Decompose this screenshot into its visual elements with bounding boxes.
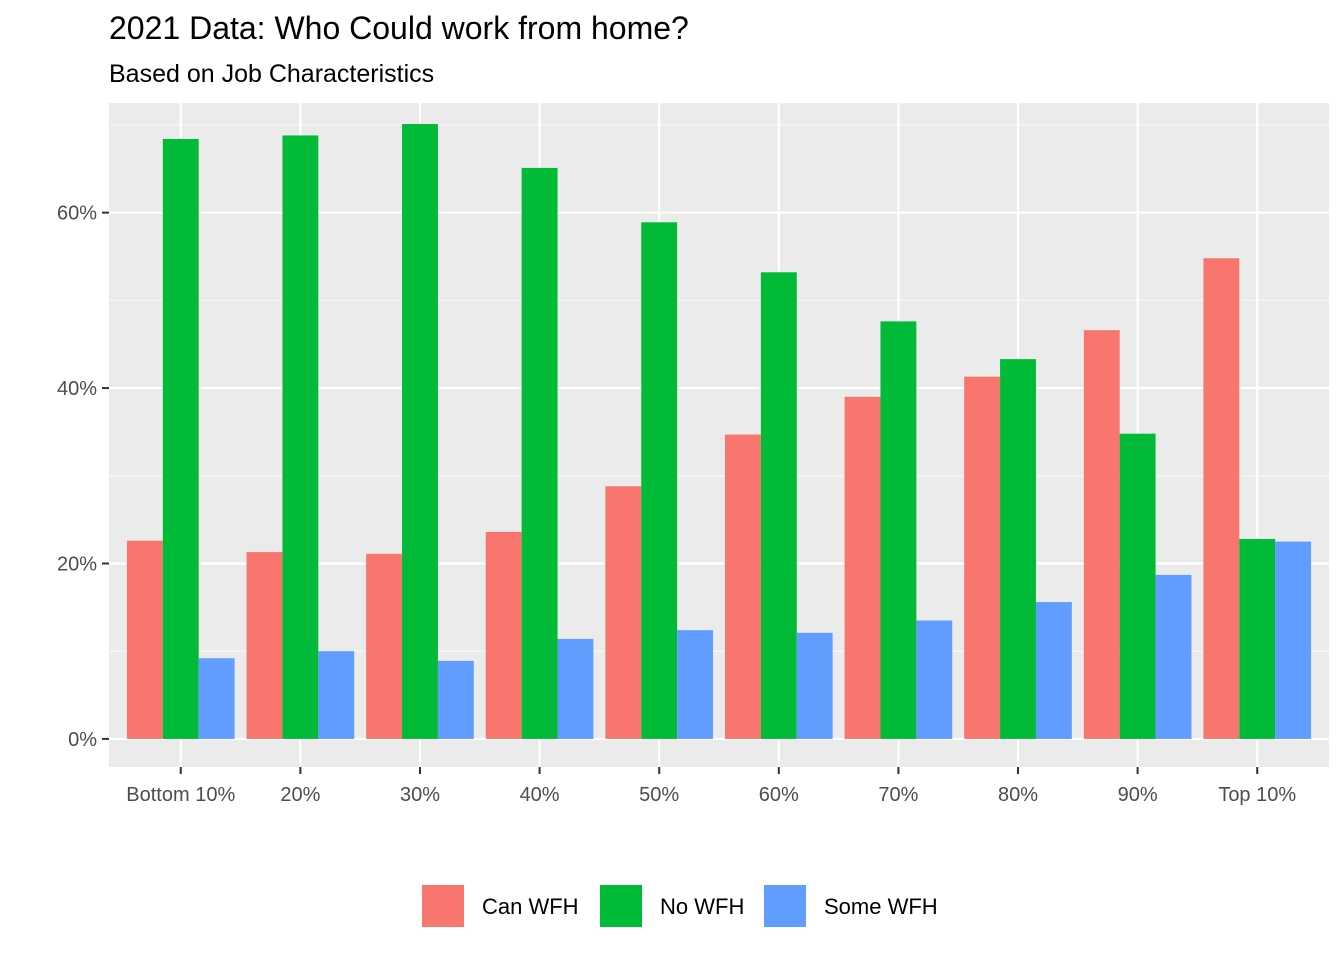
x-tick-label: 90% — [1118, 784, 1158, 806]
bar-some-wfh — [1275, 541, 1312, 739]
bar-no-wfh — [880, 321, 917, 739]
bar-can-wfh — [1083, 330, 1120, 739]
bar-some-wfh — [1155, 574, 1192, 739]
x-tick-label: Bottom 10% — [126, 784, 235, 806]
x-tick-label: 50% — [639, 784, 679, 806]
bar-no-wfh — [162, 138, 199, 739]
x-tick-label: 30% — [400, 784, 440, 806]
bar-some-wfh — [198, 658, 235, 739]
bar-some-wfh — [437, 660, 474, 739]
bar-can-wfh — [844, 396, 881, 739]
bar-can-wfh — [964, 376, 1001, 739]
legend-item-no-wfh: No WFH — [600, 884, 764, 928]
x-tick-label: 40% — [520, 784, 560, 806]
y-tick-label: 60% — [57, 203, 97, 225]
bar-can-wfh — [605, 486, 642, 739]
bar-some-wfh — [796, 632, 833, 739]
bar-no-wfh — [521, 167, 558, 739]
bar-can-wfh — [246, 552, 283, 739]
legend-label: No WFH — [660, 894, 745, 919]
legend-swatch — [422, 885, 464, 927]
bar-no-wfh — [282, 135, 319, 739]
bar-no-wfh — [760, 272, 797, 739]
legend-item-some-wfh: Some WFH — [764, 884, 946, 928]
bar-can-wfh — [485, 531, 522, 739]
x-tick-label: Top 10% — [1218, 784, 1296, 806]
x-tick-label: 70% — [878, 784, 918, 806]
bar-some-wfh — [916, 620, 953, 739]
bar-some-wfh — [318, 651, 355, 739]
bar-can-wfh — [126, 540, 163, 739]
bar-no-wfh — [641, 222, 678, 739]
bar-can-wfh — [724, 434, 761, 739]
bar-no-wfh — [1239, 538, 1276, 739]
legend-swatch — [600, 885, 642, 927]
x-tick-label: 20% — [280, 784, 320, 806]
y-tick-label: 0% — [68, 729, 97, 751]
legend-label: Can WFH — [482, 894, 579, 919]
bar-no-wfh — [402, 124, 438, 739]
legend-label: Some WFH — [824, 894, 938, 919]
y-tick-label: 20% — [57, 554, 97, 576]
bar-can-wfh — [1203, 258, 1240, 739]
y-tick-label: 40% — [57, 378, 97, 400]
bar-no-wfh — [1000, 359, 1036, 739]
bar-some-wfh — [677, 630, 714, 739]
legend: Can WFH No WFH Some WFH — [0, 884, 1344, 930]
chart-title: 2021 Data: Who Could work from home? — [109, 10, 689, 46]
legend-swatch — [764, 885, 806, 927]
bar-some-wfh — [557, 638, 594, 739]
x-tick-label: 80% — [998, 784, 1038, 806]
chart-subtitle: Based on Job Characteristics — [109, 60, 435, 88]
bar-some-wfh — [1035, 602, 1072, 739]
bar-chart: 0% 20% 40% 60% Bottom 10% 20% 30% 40% 50% 60% 70% 8… — [57, 103, 1329, 806]
bar-no-wfh — [1119, 433, 1156, 739]
x-tick-label: 60% — [759, 784, 799, 806]
bar-can-wfh — [366, 553, 403, 739]
legend-item-can-wfh: Can WFH — [422, 884, 600, 928]
